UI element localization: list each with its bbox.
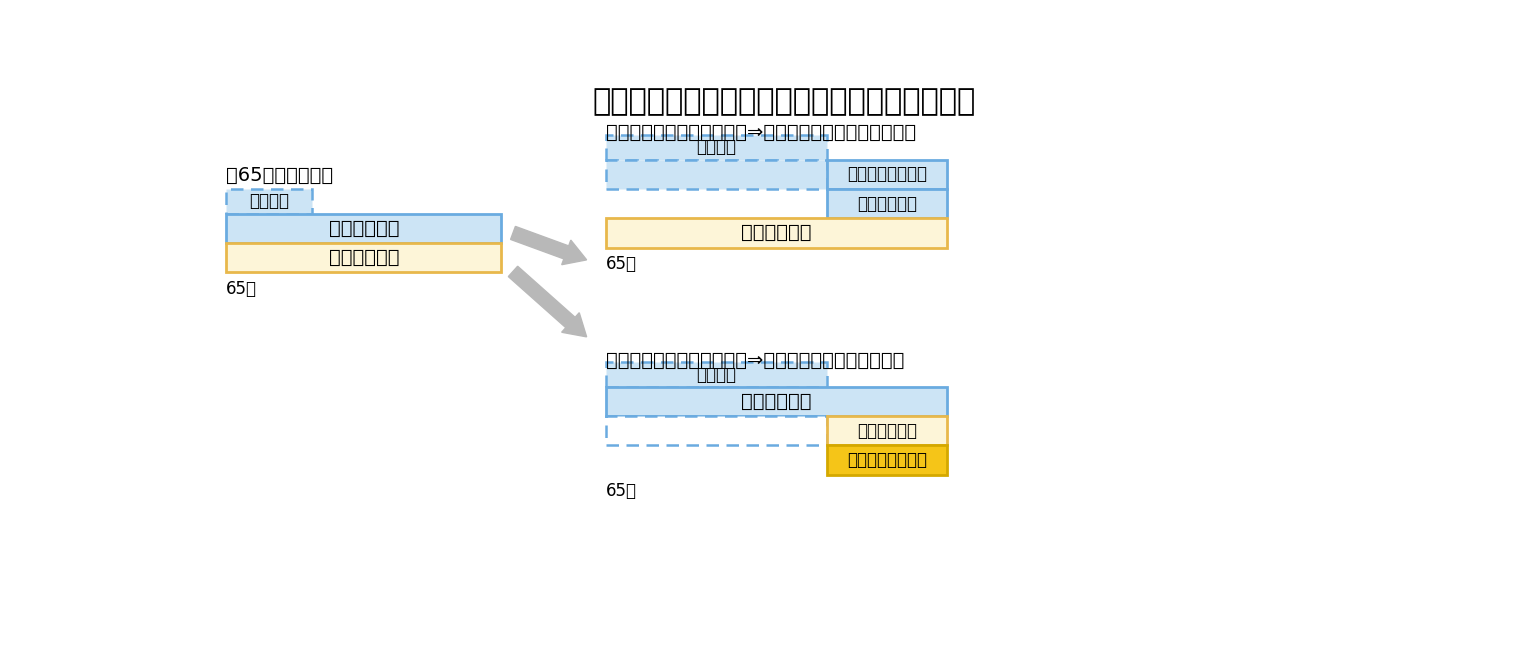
Text: 老齢基礎年金: 老齢基礎年金	[857, 422, 917, 440]
Text: 図表２　繰下げによる加給年金の受け取り可否: 図表２ 繰下げによる加給年金の受け取り可否	[592, 88, 975, 116]
Text: ＜65歳から受給＞: ＜65歳から受給＞	[227, 165, 334, 185]
Text: 老齢基礎年金: 老齢基礎年金	[741, 223, 811, 242]
Text: 老齢基礎年金: 老齢基礎年金	[329, 248, 400, 267]
Text: 繰下げによる増額: 繰下げによる増額	[847, 451, 926, 469]
Text: 65歳: 65歳	[227, 280, 257, 298]
Bar	[606, 363, 827, 387]
Text: 老齢厚生年金: 老齢厚生年金	[741, 392, 811, 411]
Bar	[827, 160, 948, 189]
Bar	[827, 189, 948, 218]
Text: 65歳: 65歳	[606, 255, 637, 274]
Text: 加給年金: 加給年金	[250, 193, 289, 210]
Bar	[827, 416, 948, 446]
Polygon shape	[508, 266, 586, 337]
Bar	[227, 214, 501, 243]
Bar	[227, 243, 501, 272]
Text: 老齢厚生年金: 老齢厚生年金	[329, 219, 400, 238]
Text: 加給年金: 加給年金	[697, 138, 736, 157]
Text: 老齢厚生年金: 老齢厚生年金	[857, 195, 917, 212]
Text: 65歳: 65歳	[606, 482, 637, 501]
Text: 加給年金: 加給年金	[697, 366, 736, 384]
Text: ＜老齢厚生年金を繰下げ　⇒　加給年金を受給できない＞: ＜老齢厚生年金を繰下げ ⇒ 加給年金を受給できない＞	[606, 124, 916, 142]
Bar	[606, 387, 948, 416]
Bar	[606, 416, 827, 446]
Text: ＜老齢基礎年金を繰下げ　⇒　加給年金を受給できる＞: ＜老齢基礎年金を繰下げ ⇒ 加給年金を受給できる＞	[606, 351, 905, 369]
Bar	[606, 135, 827, 160]
Text: 繰下げによる増額: 繰下げによる増額	[847, 165, 926, 183]
Bar	[606, 218, 948, 248]
Bar	[827, 446, 948, 475]
Polygon shape	[511, 226, 586, 265]
Bar	[606, 160, 827, 189]
Bar	[227, 189, 311, 214]
